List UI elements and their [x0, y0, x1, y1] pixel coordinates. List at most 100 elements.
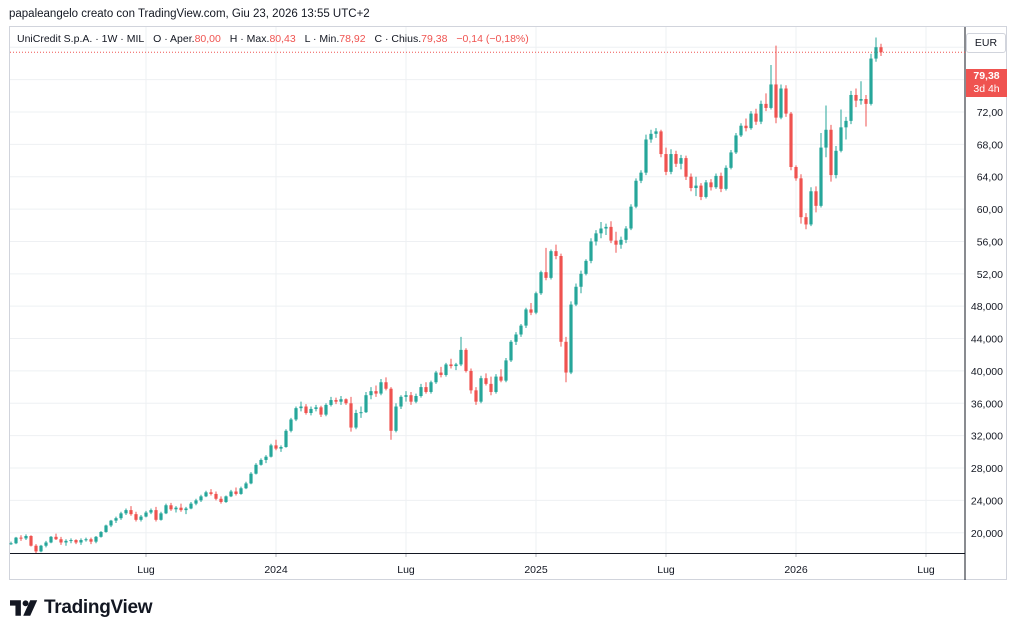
candle-up: [269, 445, 273, 457]
candle-up: [354, 413, 358, 428]
candle-down: [89, 539, 93, 542]
candle-up: [194, 500, 198, 504]
candle-down: [469, 370, 473, 391]
legend-change-value: −0,14 (−0,18%): [456, 33, 529, 45]
candle-down: [389, 388, 393, 431]
candle-up: [849, 94, 853, 121]
legend-high-label: H · Max.: [229, 33, 270, 45]
candle-up: [364, 395, 368, 413]
candle-up: [249, 473, 253, 484]
candle-up: [94, 536, 98, 542]
candle-up: [519, 325, 523, 335]
last-price-tag: 79,38 3d 4h: [966, 69, 1007, 97]
candle-down: [154, 510, 158, 520]
tradingview-logo-icon: [10, 600, 38, 616]
candle-down: [684, 158, 688, 177]
candle-down: [374, 391, 378, 394]
candle-down: [864, 99, 868, 104]
candle-down: [789, 113, 793, 167]
candle-up: [604, 226, 608, 229]
candle-down: [614, 240, 618, 245]
candle-up: [419, 387, 423, 397]
legend-open-label: O · Aper.: [153, 33, 195, 45]
candle-up: [124, 510, 128, 514]
candle-up: [229, 491, 233, 497]
candle-up: [14, 537, 18, 544]
legend-symbol[interactable]: UniCredit S.p.A. · 1W · MIL: [17, 33, 145, 45]
candle-down: [564, 341, 568, 373]
candle-up: [114, 518, 118, 521]
x-tick-label: Lug: [657, 564, 675, 576]
legend-low-value: 78,92: [339, 33, 366, 45]
candle-down: [709, 182, 713, 188]
candle-down: [34, 545, 38, 552]
candle-up: [759, 103, 763, 122]
candle-up: [454, 364, 458, 367]
bar-countdown: 3d 4h: [973, 83, 1000, 95]
candle-up: [479, 378, 483, 402]
candle-down: [274, 445, 278, 449]
candle-up: [669, 154, 673, 172]
x-tick-label: 2026: [784, 564, 808, 576]
candle-up: [834, 150, 838, 176]
candle-down: [499, 376, 503, 381]
y-tick-label: 52,00: [977, 269, 1003, 281]
legend-close-value: 79,38: [421, 33, 448, 45]
candle-up: [49, 536, 53, 543]
candle-down: [134, 514, 138, 520]
candle-up: [729, 152, 733, 168]
candle-up: [584, 260, 588, 274]
chart-frame: [9, 26, 1007, 580]
candle-down: [719, 175, 723, 189]
candle-down: [424, 387, 428, 392]
candle-down: [474, 390, 478, 402]
candle-down: [799, 178, 803, 218]
y-tick-label: 32,000: [971, 431, 1003, 443]
candle-down: [544, 272, 548, 278]
legend-open-value: 80,00: [194, 33, 221, 45]
candle-down: [689, 176, 693, 189]
candle-up: [509, 341, 513, 361]
candle-up: [184, 508, 188, 511]
candle-down: [764, 103, 768, 108]
candle-up: [434, 372, 438, 383]
candle-up: [594, 233, 598, 242]
candle-up: [504, 360, 508, 381]
y-tick-label: 48,000: [971, 301, 1003, 313]
candle-up: [284, 430, 288, 447]
candle-up: [429, 382, 433, 392]
candle-up: [164, 505, 168, 514]
candle-down: [19, 537, 23, 539]
candle-up: [404, 395, 408, 397]
candle-down: [699, 185, 703, 197]
candle-down: [29, 536, 33, 546]
candle-up: [769, 84, 773, 108]
candle-up: [624, 228, 628, 240]
candle-up: [779, 88, 783, 118]
candle-down: [384, 382, 388, 389]
candle-down: [754, 113, 758, 122]
candle-up: [414, 396, 418, 402]
chart-attribution: papaleangelo creato con TradingView.com,…: [9, 8, 370, 20]
tradingview-logo[interactable]: TradingView: [10, 597, 153, 619]
last-price-value: 79,38: [973, 70, 1000, 82]
candle-up: [619, 239, 623, 245]
y-tick-label: 40,000: [971, 366, 1003, 378]
ohlc-legend: UniCredit S.p.A. · 1W · MIL O · Aper.80,…: [17, 33, 529, 45]
candle-up: [329, 400, 333, 405]
y-tick-label: 56,00: [977, 236, 1003, 248]
candle-down: [234, 491, 238, 494]
currency-button[interactable]: EUR: [966, 33, 1006, 53]
candle-down: [129, 510, 133, 515]
candle-up: [824, 129, 828, 148]
candle-up: [569, 304, 573, 373]
x-tick-label: 2024: [264, 564, 288, 576]
candle-down: [744, 125, 748, 129]
candle-down: [559, 256, 563, 342]
candle-up: [809, 191, 813, 225]
legend-close-label: C · Chius.: [374, 33, 422, 45]
candle-down: [74, 540, 78, 543]
candle-down: [829, 129, 833, 176]
candle-up: [84, 539, 88, 541]
